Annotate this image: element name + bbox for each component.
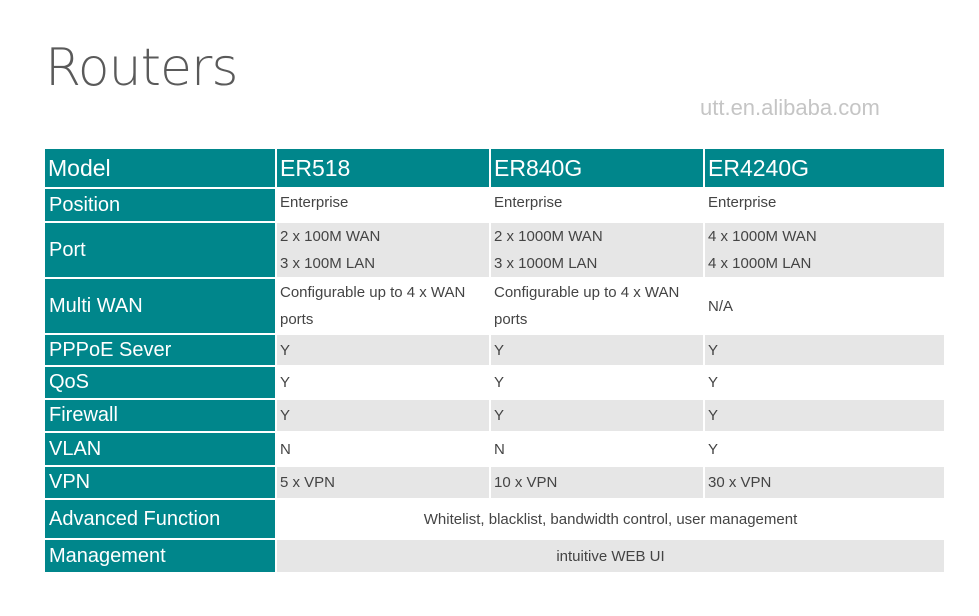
row-label: Management <box>45 540 275 572</box>
row-vpn: VPN 5 x VPN 10 x VPN 30 x VPN <box>45 467 944 498</box>
cell: Y <box>491 335 703 365</box>
row-multi-wan: Multi WAN Configurable up to 4 x WAN port… <box>45 279 944 333</box>
row-label: Multi WAN <box>45 279 275 333</box>
cell-line: Configurable up to 4 x WAN <box>494 284 680 301</box>
cell-line: 3 x 1000M LAN <box>494 255 598 272</box>
cell: Y <box>277 367 489 398</box>
cell: Enterprise <box>277 189 489 221</box>
cell: Y <box>277 400 489 431</box>
cell: Y <box>705 367 944 398</box>
cell: Y <box>705 400 944 431</box>
page-title: Routers <box>45 38 238 98</box>
row-firewall: Firewall Y Y Y <box>45 400 944 431</box>
row-label: Firewall <box>45 400 275 431</box>
cell: Y <box>705 433 944 465</box>
cell: 5 x VPN <box>277 467 489 498</box>
cell: Enterprise <box>491 189 703 221</box>
row-label: Port <box>45 223 275 277</box>
cell-line: ports <box>494 311 528 328</box>
row-label: Advanced Function <box>45 500 275 538</box>
row-qos: QoS Y Y Y <box>45 367 944 398</box>
row-vlan: VLAN N N Y <box>45 433 944 465</box>
row-management: Management intuitive WEB UI <box>45 540 944 572</box>
row-label: Position <box>45 189 275 221</box>
cell: N <box>491 433 703 465</box>
cell: N/A <box>705 279 944 333</box>
cell: intuitive WEB UI <box>277 540 944 572</box>
cell: Whitelist, blacklist, bandwidth control,… <box>277 500 944 538</box>
cell-line: 4 x 1000M LAN <box>708 255 812 272</box>
cell: Y <box>705 335 944 365</box>
row-pppoe: PPPoE Sever Y Y Y <box>45 335 944 365</box>
header-label: Model <box>45 149 275 187</box>
cell: N <box>277 433 489 465</box>
cell-line: 2 x 100M WAN <box>280 228 381 245</box>
cell-line: 4 x 1000M WAN <box>708 228 817 245</box>
row-position: Position Enterprise Enterprise Enterpris… <box>45 189 944 221</box>
model-er840g: ER840G <box>491 149 703 187</box>
model-er4240g: ER4240G <box>705 149 944 187</box>
row-label: VPN <box>45 467 275 498</box>
cell: Enterprise <box>705 189 944 221</box>
row-label: QoS <box>45 367 275 398</box>
cell: Y <box>491 400 703 431</box>
row-port: Port 2 x 100M WAN 3 x 100M LAN 2 x 1000M … <box>45 223 944 277</box>
cell: 30 x VPN <box>705 467 944 498</box>
router-comparison-table: Model ER518 ER840G ER4240G Position Ente… <box>43 147 946 574</box>
cell: Y <box>277 335 489 365</box>
model-er518: ER518 <box>277 149 489 187</box>
cell-line: ports <box>280 311 314 328</box>
cell: Y <box>491 367 703 398</box>
cell-line: Configurable up to 4 x WAN <box>280 284 466 301</box>
watermark: utt.en.alibaba.com <box>700 95 880 120</box>
cell-line: 2 x 1000M WAN <box>494 228 603 245</box>
row-label: PPPoE Sever <box>45 335 275 365</box>
row-advanced-function: Advanced Function Whitelist, blacklist, … <box>45 500 944 538</box>
cell-line: 3 x 100M LAN <box>280 255 376 272</box>
row-label: VLAN <box>45 433 275 465</box>
cell: 10 x VPN <box>491 467 703 498</box>
header-row: Model ER518 ER840G ER4240G <box>45 149 944 187</box>
